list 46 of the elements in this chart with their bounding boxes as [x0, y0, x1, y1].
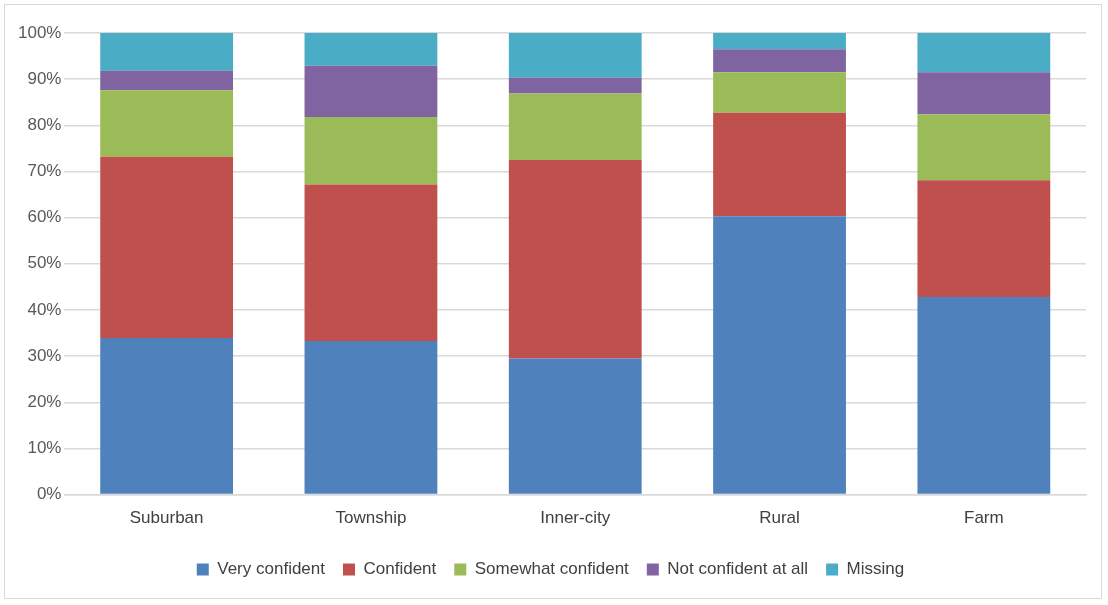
- x-tick-label: Farm: [964, 508, 1004, 528]
- legend-label: Confident: [363, 559, 437, 579]
- bar: [304, 117, 438, 185]
- bar: [917, 297, 1051, 494]
- bar: [508, 93, 642, 160]
- x-tick-label: Township: [335, 508, 407, 528]
- bar: [713, 112, 846, 217]
- bar: [713, 33, 846, 50]
- bar: [100, 70, 234, 91]
- y-tick-label: 30%: [27, 345, 62, 365]
- bar: [713, 49, 846, 73]
- bar: [100, 156, 234, 339]
- y-tick-label: 90%: [27, 68, 62, 88]
- y-tick-label: 40%: [27, 299, 62, 319]
- bar: [917, 72, 1051, 115]
- y-tick-label: 20%: [27, 391, 62, 411]
- bar: [508, 33, 642, 78]
- y-tick-label: 80%: [27, 115, 62, 135]
- bar: [304, 65, 438, 118]
- bar: [917, 114, 1051, 181]
- legend-label: Not confident at all: [667, 559, 809, 579]
- bar: [713, 72, 846, 113]
- bar: [304, 33, 438, 66]
- legend-label: Somewhat confident: [474, 559, 630, 579]
- bar: [100, 90, 234, 157]
- y-tick-label: 10%: [27, 438, 62, 458]
- x-tick-label: Rural: [759, 508, 800, 528]
- bar: [508, 77, 642, 94]
- x-tick-label: Inner-city: [540, 508, 611, 528]
- y-tick-label: 50%: [27, 253, 62, 273]
- bar: [508, 159, 642, 359]
- bar: [100, 33, 234, 71]
- bar: [713, 216, 846, 494]
- bar: [304, 340, 438, 494]
- y-tick-label: 100%: [18, 22, 62, 42]
- legend-label: Very confident: [217, 559, 326, 579]
- legend-label: Missing: [846, 559, 905, 579]
- y-tick-label: 0%: [36, 484, 62, 504]
- y-tick-label: 60%: [27, 207, 62, 227]
- x-tick-label: Suburban: [129, 508, 204, 528]
- y-tick-label: 70%: [27, 161, 62, 181]
- bar: [304, 184, 438, 341]
- bar: [508, 358, 642, 494]
- bar: [100, 338, 234, 494]
- bar: [917, 180, 1051, 298]
- bar: [917, 33, 1051, 73]
